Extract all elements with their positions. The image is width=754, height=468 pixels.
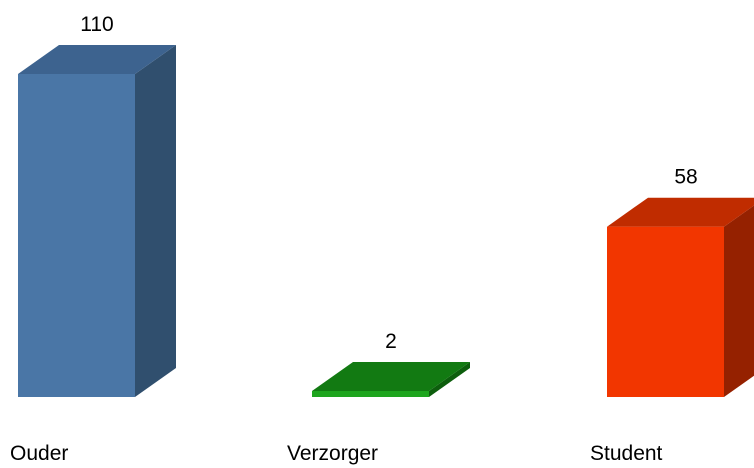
- category-label-student: Student: [590, 442, 663, 465]
- bar-student: [607, 197, 754, 397]
- bar-side-face: [429, 362, 470, 397]
- bar-front-face: [607, 226, 724, 397]
- category-labels-group: Ouder Verzorger Student: [10, 442, 663, 465]
- value-label-ouder: 110: [80, 13, 113, 36]
- bar-verzorger: [312, 362, 470, 397]
- bar-top-face: [312, 362, 470, 391]
- bar-front-face: [18, 74, 135, 397]
- bar-side-face: [135, 45, 176, 397]
- value-label-verzorger: 2: [385, 330, 397, 353]
- category-label-verzorger: Verzorger: [287, 442, 378, 465]
- bars-group: [18, 45, 754, 397]
- bar-front-face: [312, 391, 429, 397]
- bar-side-face: [724, 205, 754, 397]
- value-label-student: 58: [674, 166, 697, 189]
- bar-top-face: [607, 197, 754, 227]
- value-labels-group: 110 2 58: [80, 13, 697, 353]
- category-label-ouder: Ouder: [10, 442, 68, 465]
- bar-ouder: [18, 45, 176, 397]
- bar-top-face: [18, 45, 176, 74]
